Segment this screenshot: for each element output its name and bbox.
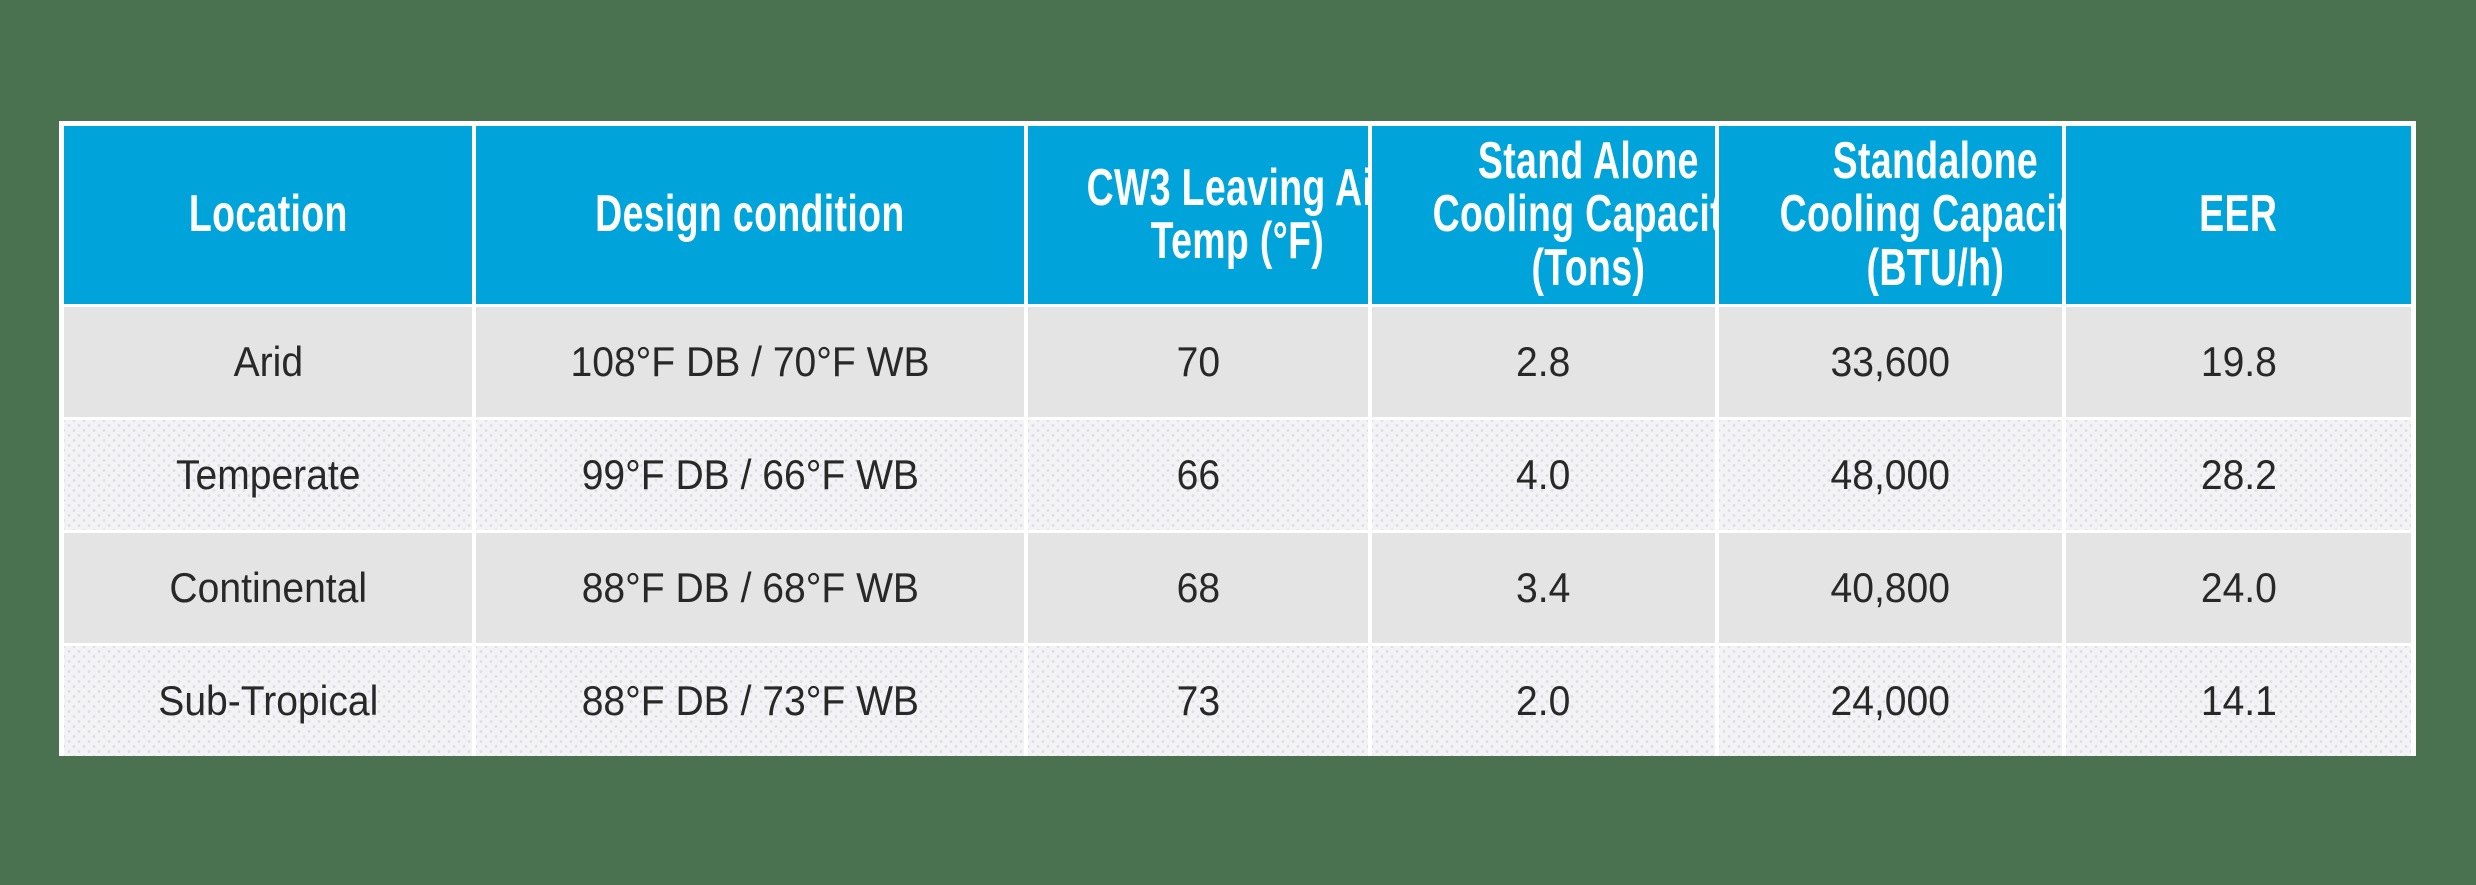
cell-capacity-btu: 24,000 bbox=[1715, 644, 2066, 756]
col-header-standalone-btu-label: Standalone Cooling Capacity (BTU/h) bbox=[1779, 132, 2060, 297]
cell-design-condition: 108°F DB / 70°F WB bbox=[472, 305, 1028, 420]
cell-capacity-tons: 2.0 bbox=[1368, 644, 1719, 756]
cell-value: 88°F DB / 68°F WB bbox=[581, 564, 919, 611]
cell-eer: 19.8 bbox=[2062, 305, 2411, 420]
table-row-arid: Arid 108°F DB / 70°F WB 70 2.8 33,600 19… bbox=[64, 305, 2411, 420]
col-header-eer: EER bbox=[2062, 126, 2411, 307]
cooling-capacity-table: Location Design condition CW3 Leaving Ai… bbox=[59, 121, 2416, 756]
table-row-sub-tropical: Sub-Tropical 88°F DB / 73°F WB 73 2.0 24… bbox=[64, 644, 2411, 756]
cell-value: 73 bbox=[1176, 677, 1220, 724]
cell-design-condition: 99°F DB / 66°F WB bbox=[472, 418, 1028, 533]
cell-value: 24.0 bbox=[2200, 564, 2277, 611]
cell-design-condition: 88°F DB / 68°F WB bbox=[472, 531, 1028, 646]
cell-design-condition: 88°F DB / 73°F WB bbox=[472, 644, 1028, 756]
cell-value: 14.1 bbox=[2200, 677, 2277, 724]
table-row-temperate: Temperate 99°F DB / 66°F WB 66 4.0 48,00… bbox=[64, 418, 2411, 533]
cell-value: 99°F DB / 66°F WB bbox=[581, 451, 919, 498]
cell-location: Temperate bbox=[64, 418, 476, 533]
cell-leaving-air-temp: 68 bbox=[1024, 531, 1372, 646]
cell-value: 3.4 bbox=[1516, 564, 1571, 611]
cell-value: 88°F DB / 73°F WB bbox=[581, 677, 919, 724]
cell-value: 66 bbox=[1176, 451, 1220, 498]
cell-capacity-btu: 33,600 bbox=[1715, 305, 2066, 420]
cell-value: 68 bbox=[1176, 564, 1220, 611]
cell-eer: 14.1 bbox=[2062, 644, 2411, 756]
cell-eer: 24.0 bbox=[2062, 531, 2411, 646]
table-row-continental: Continental 88°F DB / 68°F WB 68 3.4 40,… bbox=[64, 531, 2411, 646]
cell-value: 2.0 bbox=[1516, 677, 1571, 724]
cell-value: 40,800 bbox=[1830, 564, 1951, 611]
col-header-standalone-tons-label: Stand Alone Cooling Capacity (Tons) bbox=[1432, 132, 1713, 297]
col-header-standalone-tons: Stand Alone Cooling Capacity (Tons) bbox=[1368, 126, 1719, 307]
cell-value: 33,600 bbox=[1830, 338, 1951, 385]
cell-location: Sub-Tropical bbox=[64, 644, 476, 756]
col-header-standalone-btu: Standalone Cooling Capacity (BTU/h) bbox=[1715, 126, 2066, 307]
cell-value: Temperate bbox=[175, 451, 361, 498]
col-header-eer-label: EER bbox=[2199, 185, 2278, 244]
cell-capacity-btu: 40,800 bbox=[1715, 531, 2066, 646]
cell-leaving-air-temp: 66 bbox=[1024, 418, 1372, 533]
cell-eer: 28.2 bbox=[2062, 418, 2411, 533]
cell-location: Arid bbox=[64, 305, 476, 420]
cell-value: Sub-Tropical bbox=[157, 677, 378, 724]
cell-location: Continental bbox=[64, 531, 476, 646]
cell-capacity-tons: 4.0 bbox=[1368, 418, 1719, 533]
cell-value: 4.0 bbox=[1516, 451, 1571, 498]
cell-leaving-air-temp: 70 bbox=[1024, 305, 1372, 420]
data-table: Location Design condition CW3 Leaving Ai… bbox=[64, 126, 2411, 756]
col-header-location-label: Location bbox=[188, 185, 348, 244]
cell-leaving-air-temp: 73 bbox=[1024, 644, 1372, 756]
cell-value: 19.8 bbox=[2200, 338, 2277, 385]
col-header-design-condition: Design condition bbox=[472, 126, 1028, 307]
cell-capacity-tons: 3.4 bbox=[1368, 531, 1719, 646]
cell-value: 48,000 bbox=[1830, 451, 1951, 498]
cell-value: 70 bbox=[1176, 338, 1220, 385]
cell-capacity-btu: 48,000 bbox=[1715, 418, 2066, 533]
cell-value: Continental bbox=[169, 564, 367, 611]
col-header-leaving-air-temp: CW3 Leaving Air Temp (°F) bbox=[1024, 126, 1372, 307]
cell-value: 24,000 bbox=[1830, 677, 1951, 724]
cell-capacity-tons: 2.8 bbox=[1368, 305, 1719, 420]
col-header-location: Location bbox=[64, 126, 476, 307]
col-header-leaving-air-temp-label: CW3 Leaving Air Temp (°F) bbox=[1086, 158, 1366, 270]
cell-value: 28.2 bbox=[2200, 451, 2277, 498]
cell-value: 2.8 bbox=[1516, 338, 1571, 385]
cell-value: 108°F DB / 70°F WB bbox=[570, 338, 930, 385]
col-header-design-condition-label: Design condition bbox=[595, 185, 905, 244]
cell-value: Arid bbox=[233, 338, 303, 385]
header-row: Location Design condition CW3 Leaving Ai… bbox=[64, 126, 2411, 307]
